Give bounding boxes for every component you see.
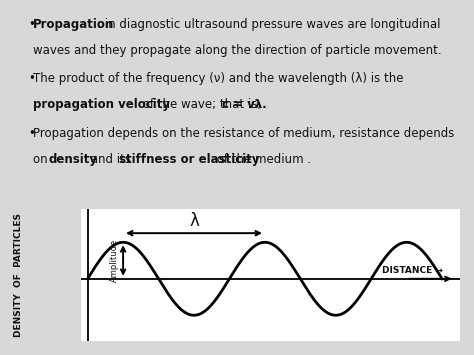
Text: of the wave; that is,: of the wave; that is,: [139, 98, 265, 111]
Text: DENSITY  OF  PARTICLES: DENSITY OF PARTICLES: [15, 213, 23, 337]
Text: waves and they propagate along the direction of particle movement.: waves and they propagate along the direc…: [33, 44, 442, 57]
Text: stiffness or elasticity: stiffness or elasticity: [119, 153, 260, 165]
Text: Propagation depends on the resistance of medium, resistance depends: Propagation depends on the resistance of…: [33, 127, 455, 140]
Text: Propagation: Propagation: [33, 18, 114, 31]
Text: propagation velocity: propagation velocity: [33, 98, 170, 111]
Text: Amplitude: Amplitude: [109, 239, 118, 282]
Text: : in diagnostic ultrasound pressure waves are longitudinal: : in diagnostic ultrasound pressure wave…: [97, 18, 441, 31]
Text: DISTANCE →: DISTANCE →: [382, 266, 443, 275]
Text: •: •: [28, 18, 36, 31]
Text: c = vλ.: c = vλ.: [222, 98, 266, 111]
Text: The product of the frequency (ν) and the wavelength (λ) is the: The product of the frequency (ν) and the…: [33, 72, 404, 85]
Text: •: •: [28, 72, 36, 85]
Text: density: density: [48, 153, 97, 165]
Text: of the medium .: of the medium .: [213, 153, 311, 165]
Text: λ: λ: [189, 212, 199, 230]
Text: and its: and its: [87, 153, 135, 165]
Text: •: •: [28, 127, 36, 140]
Text: on: on: [33, 153, 52, 165]
